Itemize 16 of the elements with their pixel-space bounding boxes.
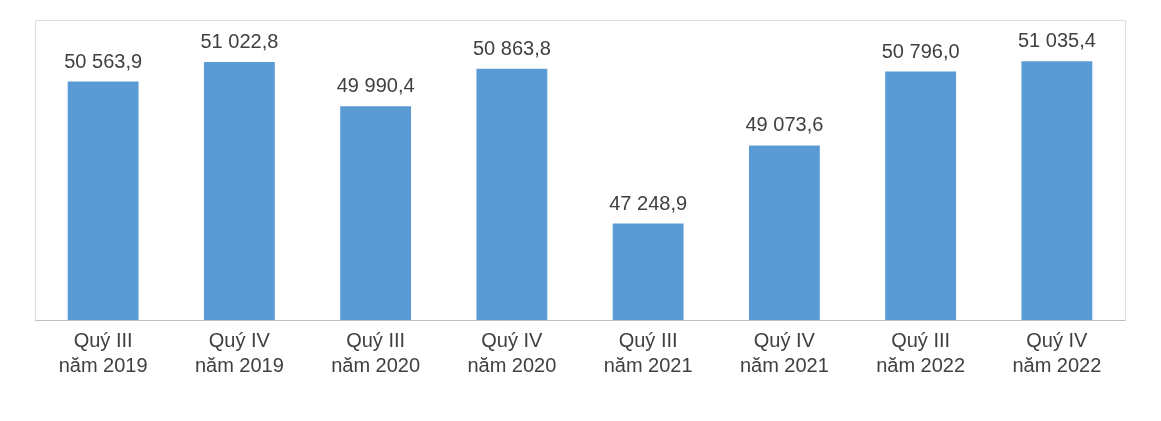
data-label: 50 796,0 <box>881 39 960 62</box>
data-label: 51 035,4 <box>1017 29 1096 52</box>
data-label: 50 863,8 <box>472 36 551 59</box>
data-label: 49 073,6 <box>745 113 824 136</box>
data-label: 51 022,8 <box>200 29 279 52</box>
x-tick-label: Quý III năm 2022 <box>876 328 966 376</box>
data-label: 49 990,4 <box>336 74 415 97</box>
data-label: 50 563,9 <box>64 49 143 72</box>
x-tick-label: Quý IV năm 2021 <box>739 328 829 376</box>
x-tick-label: Quý IV năm 2020 <box>467 328 557 376</box>
x-tick-label: Quý IV năm 2019 <box>194 328 284 376</box>
x-tick-label: Quý III năm 2021 <box>603 328 693 376</box>
x-tick-label: Quý IV năm 2022 <box>1012 328 1102 376</box>
x-tick-label: Quý III năm 2019 <box>58 328 148 376</box>
x-tick-label: Quý III năm 2020 <box>331 328 421 376</box>
data-label: 47 248,9 <box>609 191 688 214</box>
